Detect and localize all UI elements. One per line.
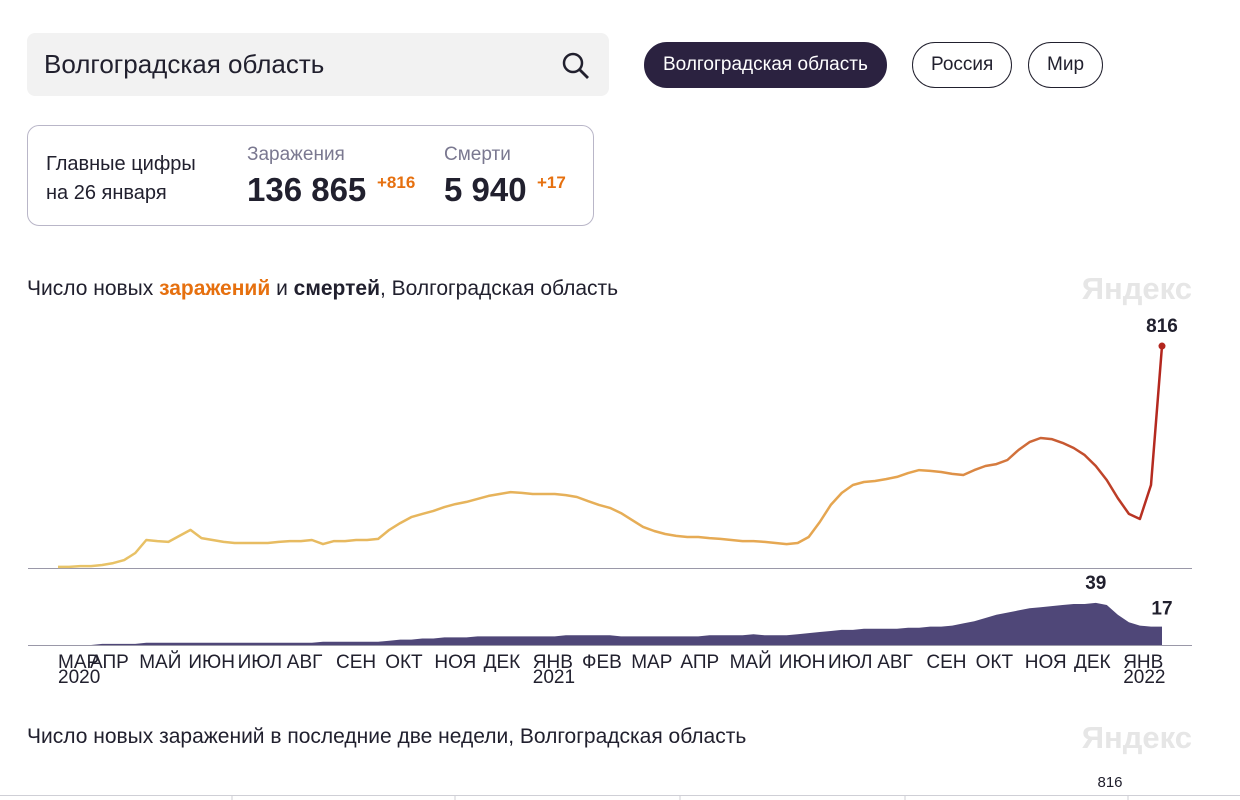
value-label: 816 [1097,774,1122,791]
ticks [231,795,1129,800]
summary-card: Главные цифры на 26 января Заражения 136 … [27,125,594,226]
x-tick-label: ФЕВ [582,652,622,673]
cases-line [58,345,1164,569]
value-label: 39 [1085,573,1106,594]
search-text: Волгоградская область [44,49,325,79]
deaths-label: Смерти [444,144,511,165]
watermark: Яндекс [1082,720,1192,755]
cases-label: Заражения [247,144,345,165]
cases-value: 136 865 [247,171,367,208]
value-label: 17 [1151,599,1172,620]
x-tick-label: ОКТ [385,652,423,673]
tab[interactable]: Волгоградская область [644,42,887,88]
summary-title-line: на 26 января [46,182,167,204]
x-tick-label: АПР [680,652,719,673]
chart-title: Число новых заражений и смертей, Волгогр… [27,277,618,300]
x-tick-label: МАЙ [139,651,181,673]
x-tick-label: ИЮН [188,652,235,673]
title-part: смертей [294,277,380,300]
x-tick-label: ДЕК [1074,652,1111,673]
summary-title-line: Главные цифры [46,153,196,175]
cases-delta: +816 [377,173,416,192]
x-tick-label: СЕН [926,652,966,673]
year-label: 2021 [533,667,575,688]
x-tick-label: ИЮН [779,652,826,673]
watermark: Яндекс [1082,271,1192,306]
x-tick-label: МАР [58,652,99,673]
x-tick-label: АВГ [287,652,323,673]
x-tick-label: ИЮЛ [238,652,282,673]
x-tick-label: НОЯ [434,652,476,673]
title-part: Число новых [27,277,159,300]
x-tick-label: ИЮЛ [828,652,872,673]
value-label: 816 [1146,316,1178,337]
x-tick-label: НОЯ [1025,652,1067,673]
x-tick-label: ЯНВ [1123,652,1163,673]
chart-title: Число новых заражений в последние две не… [27,725,746,748]
x-tick-label: МАЙ [730,651,772,673]
x-tick-label: ДЕК [484,652,521,673]
tab[interactable]: Мир [1028,42,1104,88]
year-label: 2022 [1123,667,1165,688]
deaths-delta: +17 [537,173,566,192]
x-tick-label: ОКТ [976,652,1014,673]
search-icon [562,52,589,79]
title-part: заражений [159,277,270,300]
x-tick-label: СЕН [336,652,376,673]
end-point [1158,342,1166,350]
x-tick-label: МАР [631,652,672,673]
title-part: , Волгоградская область [380,277,618,300]
tab[interactable]: Россия [912,42,1013,88]
deaths-value: 5 940 [444,171,527,208]
x-tick-label: ЯНВ [533,652,573,673]
title-part: и [270,277,293,300]
x-tick-label: АПР [90,652,129,673]
year-label: 2020 [58,667,100,688]
summary-title: Главные цифры на 26 января [46,150,196,208]
deaths-area [58,602,1162,645]
search-box[interactable]: Волгоградская область [27,33,609,96]
x-tick-label: АВГ [877,652,913,673]
